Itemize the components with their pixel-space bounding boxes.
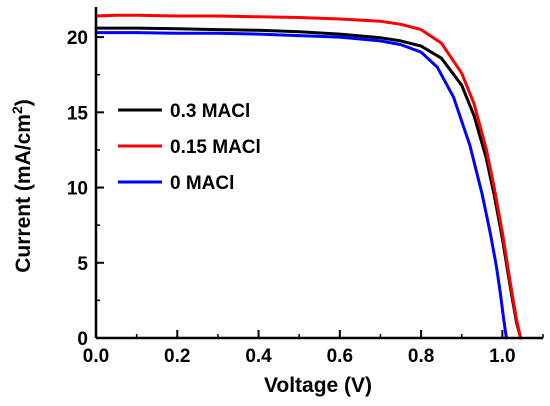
x-tick-label: 0.8 <box>408 346 434 367</box>
y-tick-label: 5 <box>77 254 88 275</box>
x-tick-label: 0.6 <box>327 346 353 367</box>
legend-label-2: 0 MACl <box>170 173 234 194</box>
series-line-1 <box>94 13 523 340</box>
legend-label-0: 0.3 MACl <box>170 101 250 122</box>
y-axis-title-main: Current (mA/cm <box>12 114 35 273</box>
plot-layer <box>94 13 523 340</box>
y-tick-label: 0 <box>77 329 88 350</box>
y-tick-label: 15 <box>67 103 89 124</box>
x-axis-title: Voltage (V) <box>264 374 372 397</box>
x-tick-label: 0.4 <box>245 346 272 367</box>
axes-layer: 0.0 0.2 0.4 0.6 0.8 1.0 0 5 10 15 20 <box>67 7 544 367</box>
legend: 0.3 MACl 0.15 MACl 0 MACl <box>118 101 261 194</box>
y-tick-label: 20 <box>67 28 88 49</box>
y-tick-label: 10 <box>67 179 88 200</box>
legend-label-1: 0.15 MACl <box>170 137 261 158</box>
y-axis-title-suffix: ) <box>12 99 35 106</box>
x-tick-label: 0.0 <box>83 346 109 367</box>
y-axis-title: Current (mA/cm2) <box>9 99 35 273</box>
y-axis-title-superscript: 2 <box>9 106 25 114</box>
x-tick-label: 1.0 <box>489 346 515 367</box>
x-tick-label: 0.2 <box>164 346 190 367</box>
series-line-2 <box>94 31 508 340</box>
